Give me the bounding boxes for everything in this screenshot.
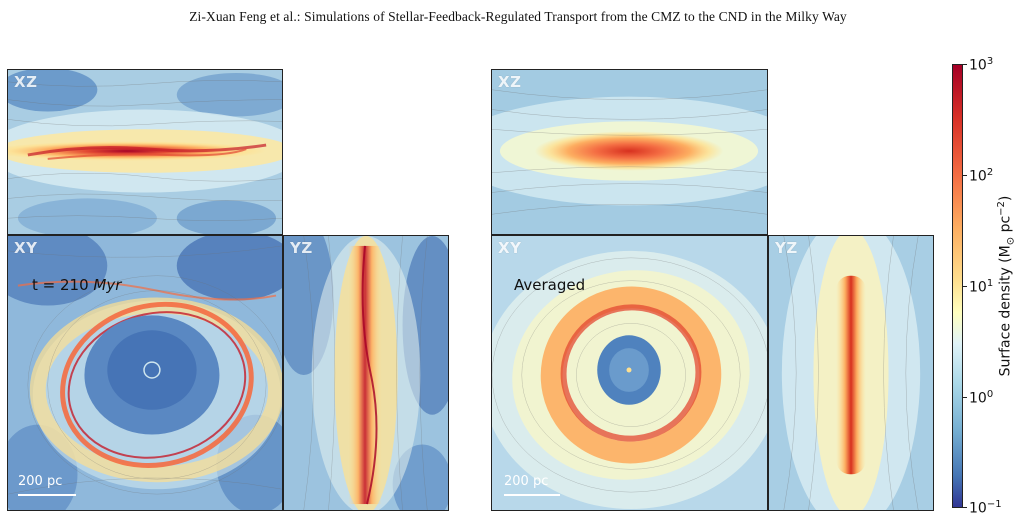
colorbar-label-1e-1: 10−1 (969, 499, 1002, 517)
right-yz-label: YZ (775, 239, 798, 257)
colorbar-label-1e3: 103 (969, 56, 994, 74)
colorbar-tick-1e-1 (963, 507, 967, 508)
right-yz-density-map (769, 236, 933, 510)
page-header: Zi-Xuan Feng et al.: Simulations of Stel… (189, 9, 847, 24)
left-time-annotation: t = 210 Myr (32, 276, 122, 294)
right-scalebar: 200 pc (504, 474, 564, 496)
left-xz-panel: XZ (7, 69, 283, 235)
right-xy-density-map (492, 236, 767, 510)
right-averaged-annotation: Averaged (514, 276, 586, 294)
left-xy-label: XY (14, 239, 38, 257)
colorbar-tick-1e1 (963, 286, 967, 287)
colorbar-tick-1e0 (963, 397, 967, 398)
left-yz-label: YZ (290, 239, 313, 257)
colorbar-label-1e2: 102 (969, 167, 994, 185)
left-scalebar-line (18, 494, 76, 496)
left-xy-density-map (8, 236, 282, 510)
left-xz-label: XZ (14, 73, 38, 91)
right-scalebar-line (504, 494, 560, 496)
right-xz-density-map (492, 70, 767, 234)
right-xz-panel: XZ (491, 69, 768, 235)
right-xy-panel: XY Averaged 200 pc (491, 235, 768, 511)
left-scalebar: 200 pc (18, 474, 78, 496)
left-xy-panel: XY t = 210 Myr 200 pc (7, 235, 283, 511)
colorbar-label-1e1: 101 (969, 278, 994, 296)
colorbar-title: Surface density (M⊙ pc−2) (996, 195, 1017, 377)
left-yz-density-map (284, 236, 448, 510)
colorbar-tick-1e3 (963, 64, 967, 65)
right-xy-label: XY (498, 239, 522, 257)
left-xz-density-map (8, 70, 282, 234)
right-yz-panel: YZ (768, 235, 934, 511)
colorbar-label-1e0: 100 (969, 389, 994, 407)
right-xz-label: XZ (498, 73, 522, 91)
left-yz-panel: YZ (283, 235, 449, 511)
colorbar-tick-1e2 (963, 175, 967, 176)
colorbar (952, 64, 963, 508)
